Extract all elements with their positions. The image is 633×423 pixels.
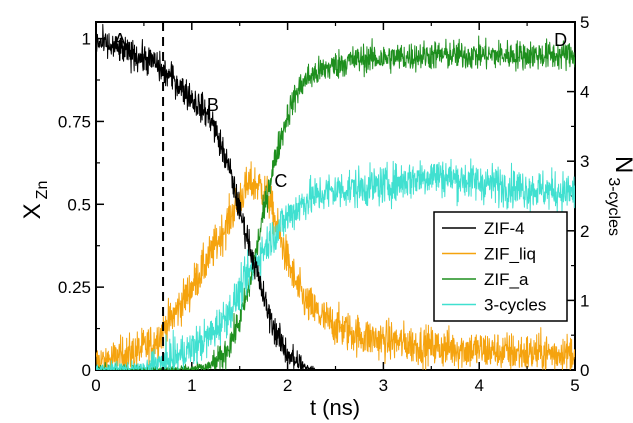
x-axis-title: t (ns) [310,395,360,420]
y-right-tick-label: 4 [580,83,589,102]
x-tick-label: 3 [379,376,388,395]
legend-label: ZIF-4 [484,219,525,238]
y-left-tick-label: 0 [82,361,91,380]
series-line-zif-4 [96,23,317,370]
legend-box [433,211,568,322]
y-left-tick-label: 0.75 [58,112,91,131]
x-tick-label: 4 [474,376,483,395]
y-right-title-sub: 3-cycles [605,177,622,236]
y-left-title-sub: Zn [34,181,51,200]
y-right-axis-title: N 3-cycles [605,156,633,236]
x-tick-label: 1 [187,376,196,395]
x-tick-label: 5 [570,376,579,395]
legend-label: ZIF_liq [484,245,536,264]
y-left-axis-title: X Zn [19,181,51,220]
y-left-tick-label: 1 [82,30,91,49]
series-group [96,23,575,370]
y-right-tick-label: 5 [580,13,589,32]
y-right-tick-label: 2 [580,222,589,241]
series-line-zif-a [96,35,575,370]
annotation-d: D [554,30,567,50]
legend-entries: ZIF-4 ZIF_liq ZIF_a 3-cycles [442,219,546,315]
series-line-zif-liq [96,161,575,370]
y-left-title-main: X [19,203,46,219]
annotation-b: B [207,95,219,115]
legend-label: ZIF_a [484,270,529,289]
annotation-group: A B C D [114,30,567,191]
legend-label: 3-cycles [484,296,546,315]
y-left-tick-label: 0.5 [67,195,91,214]
x-tick-label: 2 [283,376,292,395]
y-right-tick-label: 0 [580,361,589,380]
y-right-tick-label: 3 [580,152,589,171]
legend: ZIF-4 ZIF_liq ZIF_a 3-cycles [433,211,568,322]
y-right-tick-label: 1 [580,291,589,310]
y-right-title-main: N [610,156,633,173]
series-line-3-cycles [96,158,575,370]
y-left-tick-label: 0.25 [58,278,91,297]
annotation-a: A [114,30,126,50]
annotation-c: C [274,171,287,191]
x-tick-label: 0 [91,376,100,395]
